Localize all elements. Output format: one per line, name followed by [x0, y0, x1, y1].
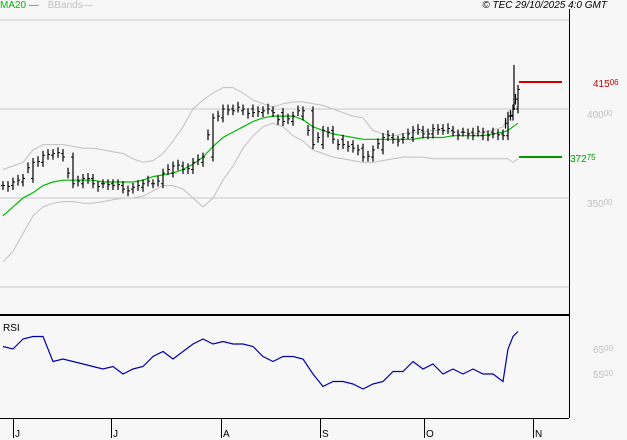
ma20-path: [2, 115, 519, 217]
legend-bbands-label: BBands: [47, 0, 83, 11]
price-tick-label: 35000: [587, 198, 613, 210]
support-value-label: 37275: [570, 153, 596, 165]
month-label: S: [322, 429, 329, 440]
month-label: O: [426, 429, 434, 440]
bbands-lower-path: [2, 122, 519, 263]
month-label: N: [535, 429, 542, 440]
legend-ma20-label: MA20: [0, 0, 27, 11]
chart-legend: MA20 — BBands—: [0, 0, 93, 12]
rsi-y-axis: 6500 5500: [593, 344, 614, 381]
bbands-lower-line: [2, 122, 519, 263]
month-label: J: [113, 429, 118, 440]
rsi-tick-label: 6500: [593, 344, 614, 356]
resistance-value-label: 41506: [593, 78, 619, 90]
rsi-path: [2, 331, 519, 390]
ma20-line: [2, 115, 519, 217]
price-tick-label: 40000: [587, 109, 613, 121]
legend-bbands: BBands—: [47, 0, 93, 11]
ohlc-bars: [1, 65, 520, 197]
rsi-line: [2, 331, 519, 390]
legend-ma20: MA20 —: [0, 0, 39, 11]
rsi-tick-label: 5500: [593, 369, 614, 381]
month-label: A: [223, 429, 230, 440]
month-label: J: [15, 429, 20, 440]
copyright-timestamp: © TEC 29/10/2025 4:0 GMT: [482, 0, 607, 11]
rsi-panel-label: RSI: [3, 323, 20, 334]
